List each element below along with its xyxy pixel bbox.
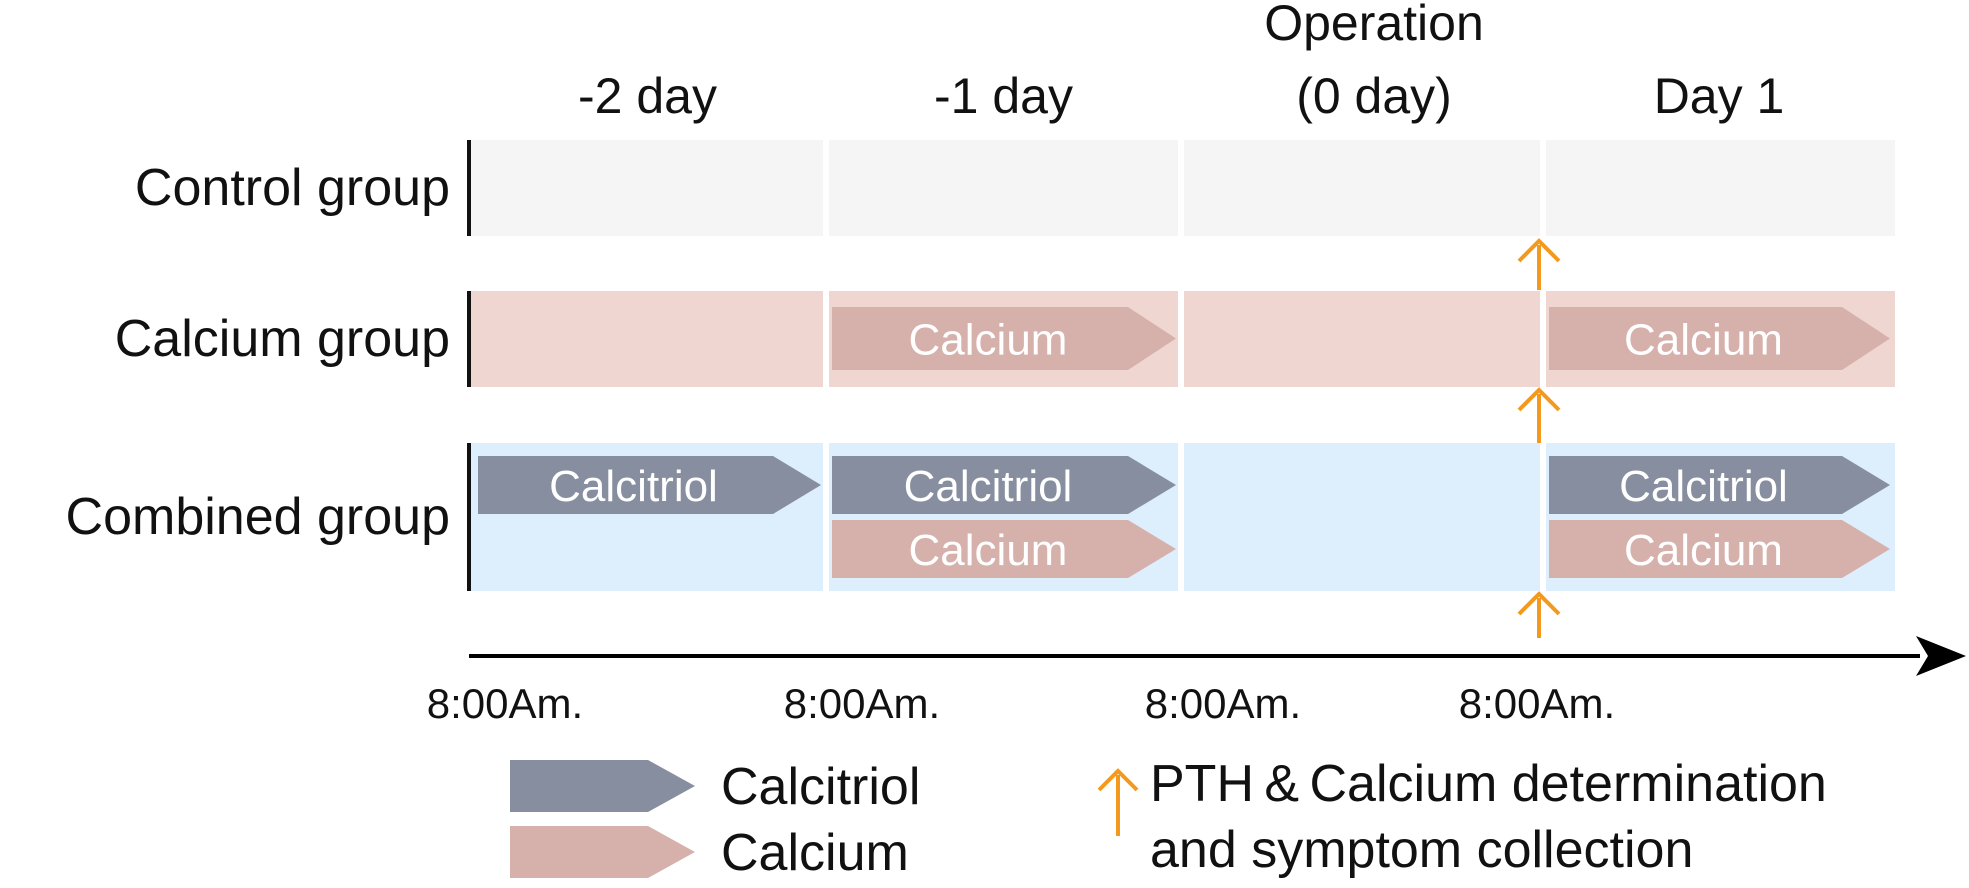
row-label-control: Control group <box>135 159 450 217</box>
timeline-tick-label: 8:00Am. <box>1145 680 1301 727</box>
calcium-arrow <box>1549 520 1890 578</box>
column-header-d1: Day 1 <box>1654 68 1785 124</box>
row-band-calcium-d-2 <box>469 291 823 387</box>
legend-label-calcium: Calcium <box>721 824 909 882</box>
row-bar-combined <box>467 443 471 591</box>
legend-marker-label: and symptom collection <box>1150 821 1693 879</box>
row-band-combined-d0 <box>1184 443 1540 591</box>
calcium-arrow <box>1549 307 1890 370</box>
timeline-tick-label: 8:00Am. <box>784 680 940 727</box>
calcitriol-arrow <box>832 456 1176 514</box>
legend-marker-label: PTH & Calcium determination <box>1150 755 1827 813</box>
calcium-arrow-label: Calcium <box>1624 526 1783 575</box>
measurement-marker-head-1 <box>1517 387 1561 412</box>
calcium-arrow-label: Calcium <box>909 526 1068 575</box>
calcitriol-arrow-label: Calcitriol <box>1619 462 1788 511</box>
row-band-control-d1 <box>1546 140 1895 236</box>
calcium-arrow <box>832 520 1176 578</box>
calcitriol-arrow <box>1549 456 1890 514</box>
calcium-arrow <box>832 307 1176 370</box>
calcium-arrow-label: Calcium <box>1624 316 1783 365</box>
measurement-marker-head-0 <box>1517 238 1561 263</box>
row-band-control-d0 <box>1184 140 1540 236</box>
column-header-d-2: -2 day <box>578 68 717 124</box>
calcium-arrow-label: Calcium <box>909 316 1068 365</box>
row-label-combined: Combined group <box>66 488 450 546</box>
calcitriol-arrow-label: Calcitriol <box>549 462 718 511</box>
legend-marker-head-icon <box>1097 768 1139 792</box>
legend-swatch-calcium <box>510 826 695 878</box>
timeline-tick-label: 8:00Am. <box>427 680 583 727</box>
legend-swatch-calcitriol <box>510 760 695 812</box>
row-band-control-d-2 <box>469 140 823 236</box>
calcitriol-arrow <box>478 456 821 514</box>
calcitriol-arrow-label: Calcitriol <box>904 462 1073 511</box>
timeline-arrowhead <box>1916 636 1966 676</box>
column-header-d0: Operation <box>1264 0 1484 51</box>
legend-label-calcitriol: Calcitriol <box>721 758 920 816</box>
column-header-d0: (0 day) <box>1296 68 1452 124</box>
row-bar-calcium <box>467 291 471 387</box>
row-band-control-d-1 <box>829 140 1178 236</box>
measurement-marker-head-2 <box>1517 591 1561 616</box>
row-label-calcium: Calcium group <box>115 310 450 368</box>
row-bar-control <box>467 140 471 236</box>
column-header-d-1: -1 day <box>934 68 1073 124</box>
row-band-calcium-d0 <box>1184 291 1540 387</box>
timeline-tick-label: 8:00Am. <box>1459 680 1615 727</box>
